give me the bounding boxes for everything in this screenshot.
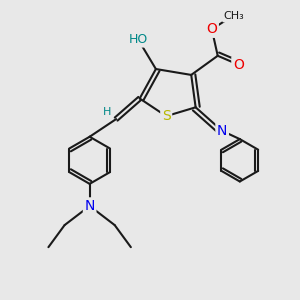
Text: CH₃: CH₃ [224, 11, 244, 21]
Text: O: O [233, 58, 244, 72]
Text: N: N [217, 124, 227, 138]
Text: O: O [206, 22, 217, 36]
Text: HO: HO [129, 33, 148, 46]
Text: H: H [103, 107, 112, 117]
Text: S: S [162, 109, 171, 123]
Text: N: N [85, 199, 95, 213]
